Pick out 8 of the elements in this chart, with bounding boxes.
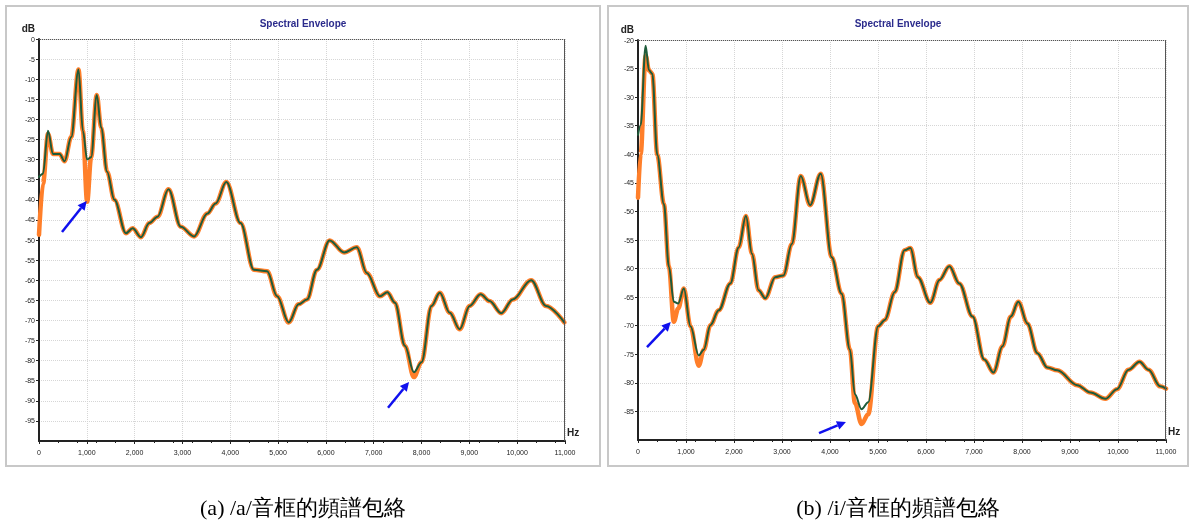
y-axis-title: dB	[620, 23, 634, 35]
chart-title: Spectral Envelope	[854, 17, 942, 29]
text: (a) /a/音框的頻譜包絡	[199, 494, 407, 522]
y-axis-title: dB	[21, 22, 35, 34]
chart-title: Spectral Envelope	[259, 17, 347, 29]
x-axis-title: Hz	[1168, 425, 1181, 437]
x-axis-title: Hz	[567, 426, 580, 438]
text: (b) /i/音框的頻譜包絡	[795, 494, 1001, 522]
